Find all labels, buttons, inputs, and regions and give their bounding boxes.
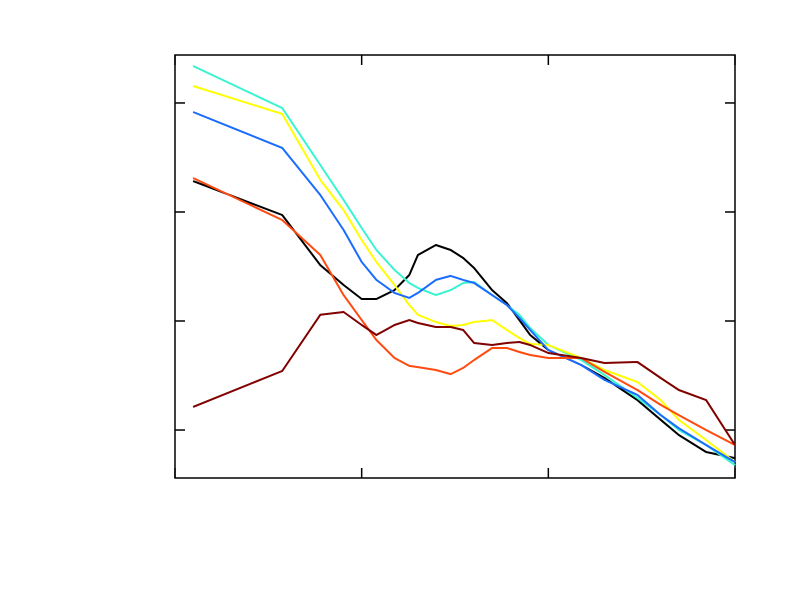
- series-line: [192, 177, 736, 446]
- series-line: [192, 111, 736, 463]
- plot-frame: [174, 54, 736, 479]
- series-line: [192, 85, 736, 463]
- series-line: [192, 65, 736, 466]
- series-line: [192, 311, 736, 446]
- series-line: [192, 180, 736, 460]
